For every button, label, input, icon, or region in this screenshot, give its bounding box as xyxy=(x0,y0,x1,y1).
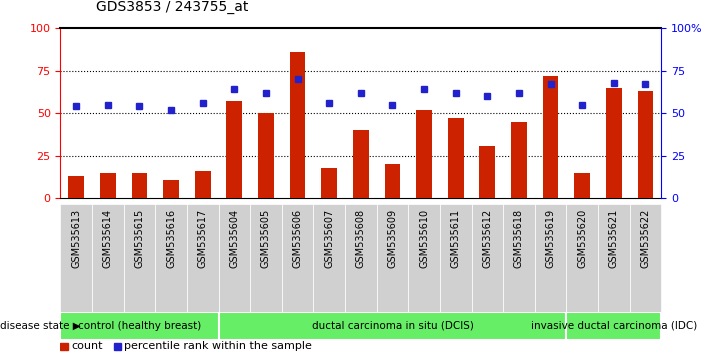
Bar xyxy=(250,204,282,313)
Text: GSM535612: GSM535612 xyxy=(482,209,492,268)
Text: GSM535619: GSM535619 xyxy=(545,209,555,268)
Bar xyxy=(416,110,432,198)
Text: GSM535617: GSM535617 xyxy=(198,209,208,268)
Bar xyxy=(60,343,68,350)
Bar xyxy=(282,204,314,313)
Bar xyxy=(195,171,210,198)
Bar xyxy=(377,204,408,313)
Bar xyxy=(164,179,179,198)
Bar xyxy=(638,91,653,198)
Bar xyxy=(114,343,121,350)
Text: GSM535614: GSM535614 xyxy=(103,209,113,268)
Bar xyxy=(218,312,567,340)
Bar xyxy=(598,204,630,313)
Bar xyxy=(606,88,621,198)
Bar xyxy=(218,204,250,313)
Bar xyxy=(574,173,590,198)
Bar xyxy=(503,204,535,313)
Text: GSM535615: GSM535615 xyxy=(134,209,144,268)
Text: GSM535605: GSM535605 xyxy=(261,209,271,268)
Text: GSM535608: GSM535608 xyxy=(356,209,366,268)
Bar xyxy=(60,204,92,313)
Text: disease state ▶: disease state ▶ xyxy=(0,321,81,331)
Bar xyxy=(226,101,242,198)
Bar xyxy=(92,204,124,313)
Text: GSM535621: GSM535621 xyxy=(609,209,619,268)
Bar xyxy=(60,312,218,340)
Text: count: count xyxy=(71,341,102,351)
Bar xyxy=(289,52,306,198)
Bar xyxy=(314,204,345,313)
Text: GSM535609: GSM535609 xyxy=(387,209,397,268)
Bar xyxy=(187,204,218,313)
Bar xyxy=(353,130,369,198)
Bar xyxy=(479,145,496,198)
Bar xyxy=(68,176,84,198)
Text: GSM535613: GSM535613 xyxy=(71,209,81,268)
Bar xyxy=(321,168,337,198)
Bar xyxy=(124,204,155,313)
Bar xyxy=(630,204,661,313)
Bar xyxy=(345,204,377,313)
Bar xyxy=(100,173,116,198)
Bar xyxy=(408,204,440,313)
Text: GSM535607: GSM535607 xyxy=(324,209,334,268)
Text: GDS3853 / 243755_at: GDS3853 / 243755_at xyxy=(96,0,248,14)
Text: GSM535610: GSM535610 xyxy=(419,209,429,268)
Bar xyxy=(542,76,558,198)
Text: GSM535611: GSM535611 xyxy=(451,209,461,268)
Text: GSM535618: GSM535618 xyxy=(514,209,524,268)
Text: control (healthy breast): control (healthy breast) xyxy=(78,321,201,331)
Text: ductal carcinoma in situ (DCIS): ductal carcinoma in situ (DCIS) xyxy=(311,321,474,331)
Bar xyxy=(385,164,400,198)
Text: GSM535606: GSM535606 xyxy=(293,209,303,268)
Text: GSM535620: GSM535620 xyxy=(577,209,587,268)
Bar xyxy=(567,312,661,340)
Bar xyxy=(258,113,274,198)
Bar xyxy=(440,204,471,313)
Text: invasive ductal carcinoma (IDC): invasive ductal carcinoma (IDC) xyxy=(530,321,697,331)
Text: percentile rank within the sample: percentile rank within the sample xyxy=(124,341,312,351)
Text: GSM535604: GSM535604 xyxy=(230,209,240,268)
Bar xyxy=(567,204,598,313)
Text: GSM535616: GSM535616 xyxy=(166,209,176,268)
Bar xyxy=(132,173,147,198)
Bar xyxy=(448,118,464,198)
Bar xyxy=(471,204,503,313)
Bar xyxy=(535,204,567,313)
Bar xyxy=(155,204,187,313)
Bar xyxy=(511,122,527,198)
Text: GSM535622: GSM535622 xyxy=(641,209,651,268)
